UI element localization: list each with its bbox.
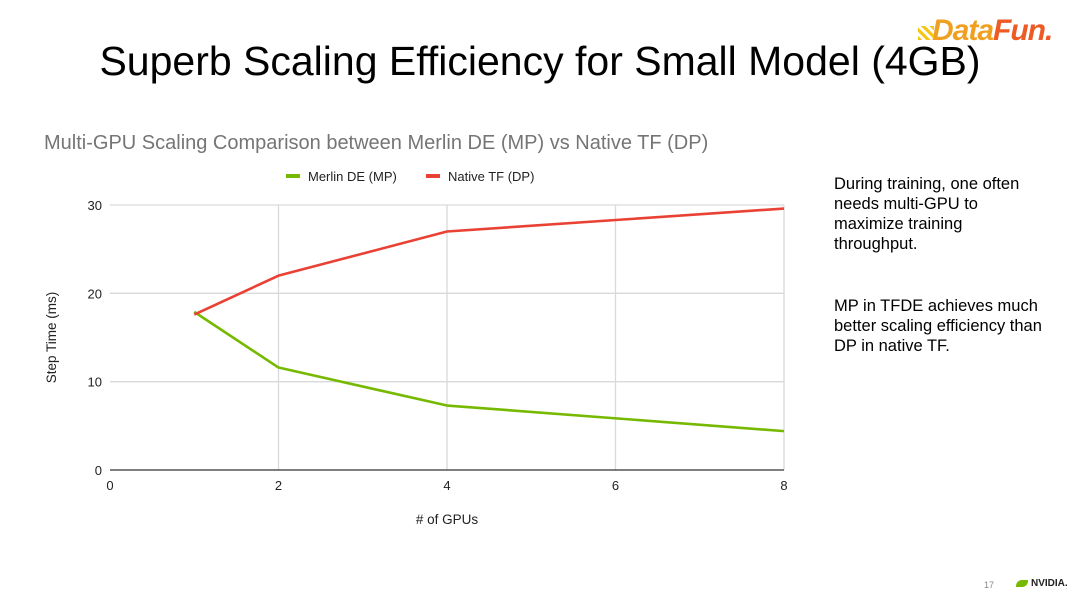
y-tick-label: 20 [88,286,102,301]
chart-title: Multi-GPU Scaling Comparison between Mer… [44,132,709,154]
nvidia-logo: NVIDIA. [1016,578,1068,589]
y-tick-label: 10 [88,375,102,390]
slide-title: Superb Scaling Efficiency for Small Mode… [99,38,981,84]
y-axis-label: Step Time (ms) [44,292,59,384]
series-line [193,207,785,316]
x-tick-label: 8 [780,478,787,493]
note-1: During training, one often needs multi-G… [834,175,1020,253]
y-tick-label: 30 [88,198,102,213]
x-tick-label: 0 [106,478,113,493]
page-number: 17 [984,580,995,590]
legend-label: Native TF (DP) [448,169,534,184]
datafun-logo: DataFun. [918,14,1053,48]
x-tick-label: 6 [612,478,619,493]
x-axis-label: # of GPUs [416,512,479,527]
series-line [193,310,785,433]
y-tick-label: 0 [95,463,102,478]
nvidia-text: NVIDIA. [1031,578,1068,589]
x-tick-label: 4 [443,478,450,493]
legend-label: Merlin DE (MP) [308,169,397,184]
note-2: MP in TFDE achieves much better scaling … [834,297,1042,355]
x-tick-label: 2 [275,478,282,493]
nvidia-eye-icon [1016,579,1028,587]
